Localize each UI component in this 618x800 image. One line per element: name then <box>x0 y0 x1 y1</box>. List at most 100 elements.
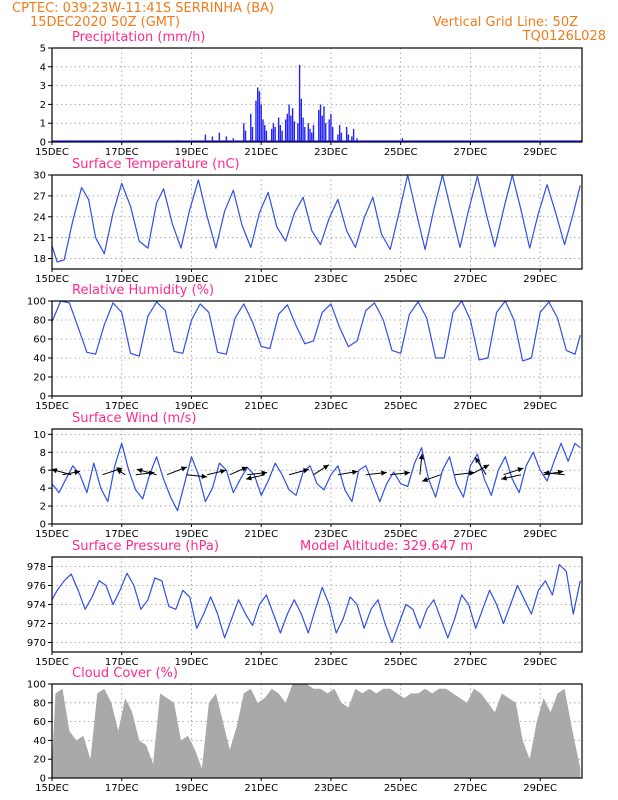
surface_temperature-line <box>51 174 581 263</box>
x-tick-label: 21DEC <box>244 401 278 412</box>
header-grid-note: Vertical Grid Line: 50Z <box>433 15 578 30</box>
precip-bar <box>318 110 320 142</box>
wind-vector <box>116 468 126 476</box>
x-tick-label: 19DEC <box>175 274 209 285</box>
y-tick-label: 27 <box>33 191 46 202</box>
wind-vector-head <box>74 469 81 475</box>
wind-vector <box>337 469 358 476</box>
panel-cloud_cover: 0 20 40 60 80 100 15DEC 17DEC 19DEC 21DEC 23DEC 25D… <box>27 666 583 794</box>
wind-vector <box>51 468 72 476</box>
y-tick-label: 4 <box>40 62 46 73</box>
y-tick-label: 0 <box>40 392 46 403</box>
x-tick-label: 15DEC <box>35 147 69 158</box>
precip-bar <box>401 138 404 142</box>
precip-bar <box>330 113 332 142</box>
wind-vector-head <box>116 469 123 475</box>
x-tick-label: 27DEC <box>454 657 488 668</box>
x-tick-label: 15DEC <box>35 657 69 668</box>
x-tick-label: 23DEC <box>314 783 348 794</box>
wind-vector-head <box>381 470 387 476</box>
precip-bar <box>300 98 303 142</box>
y-tick-label: 0 <box>40 138 46 149</box>
x-tick-label: 17DEC <box>105 529 139 540</box>
precip-bar <box>265 130 268 142</box>
x-tick-label: 25DEC <box>384 783 418 794</box>
precip-bar <box>270 128 273 142</box>
wind-vector-head <box>201 473 208 479</box>
precip-bar <box>225 136 228 142</box>
wind-vector-head <box>323 464 329 470</box>
wind-vector-head <box>261 470 268 476</box>
x-tick-label: 15DEC <box>35 274 69 285</box>
y-tick-label: 80 <box>33 698 46 709</box>
precip-bar <box>293 121 296 142</box>
wind-vector-head <box>557 469 564 475</box>
panel-relative_humidity: 0 20 40 60 80 100 15DEC 17DEC 19DEC 21DEC 23DEC 25D… <box>27 283 583 412</box>
wind-vector <box>454 470 475 476</box>
header-station: CPTEC: 039:23W-11:41S SERRINHA (BA) <box>12 1 274 16</box>
y-tick-label: 978 <box>27 562 46 573</box>
precip-bar <box>218 132 221 142</box>
panel-surface_wind: 0 2 4 6 8 10 15DEC 17DEC 19DEC 21DEC 23DEC 25DEC 27D… <box>33 411 583 540</box>
x-tick-label: 29DEC <box>523 401 557 412</box>
y-tick-label: 970 <box>27 638 46 649</box>
x-tick-label: 25DEC <box>384 401 418 412</box>
x-tick-label: 29DEC <box>523 529 557 540</box>
wind-vector-head <box>543 470 550 476</box>
wind-vector <box>136 468 157 476</box>
panel-surface_pressure: 970 972 974 976 978 15DEC 17DEC 19DEC 21DEC 23DEC… <box>27 539 583 668</box>
wind-vector <box>166 466 188 476</box>
panels: 0 1 2 3 4 5 15DEC 17DEC 19DEC 21DEC 23DEC 25DEC 27DE… <box>27 30 583 794</box>
precip-bar <box>274 126 276 142</box>
precip-bar <box>258 91 261 142</box>
y-tick-label: 18 <box>33 254 46 265</box>
precip-bar <box>351 136 353 142</box>
panel-title: Surface Wind (m/s) <box>72 411 196 426</box>
wind-vector <box>313 464 330 476</box>
precip-bar <box>297 123 299 142</box>
precip-bar <box>250 113 252 142</box>
cloud-cover-area <box>52 684 581 778</box>
wind-vector <box>390 470 411 476</box>
surface_pressure-line <box>51 564 581 644</box>
x-tick-label: 15DEC <box>35 783 69 794</box>
x-tick-label: 17DEC <box>105 274 139 285</box>
y-tick-label: 972 <box>27 619 46 630</box>
precip-bar <box>340 132 343 142</box>
wind-vector <box>186 473 208 479</box>
y-tick-label: 24 <box>33 212 46 223</box>
wind-vector <box>245 474 265 481</box>
wind-vector-head <box>220 469 226 475</box>
wind-vector-head <box>517 467 524 473</box>
x-tick-label: 25DEC <box>384 274 418 285</box>
y-tick-label: 20 <box>33 755 46 766</box>
x-tick-label: 19DEC <box>175 783 209 794</box>
header-model-id: TQ0126L028 <box>522 29 606 44</box>
precip-bar <box>257 87 259 142</box>
wind-vector <box>418 453 425 475</box>
x-tick-label: 29DEC <box>523 274 557 285</box>
x-tick-label: 27DEC <box>454 401 488 412</box>
precip-bar <box>291 108 294 142</box>
precip-bar <box>312 125 315 142</box>
panel-precipitation: 0 1 2 3 4 5 15DEC 17DEC 19DEC 21DEC 23DEC 25DEC 27DE… <box>35 30 583 158</box>
y-tick-label: 40 <box>33 354 46 365</box>
x-tick-label: 21DEC <box>244 274 278 285</box>
wind-vector-head <box>51 468 58 474</box>
panel-frame <box>51 683 583 779</box>
precip-bar <box>323 106 325 142</box>
y-tick-label: 100 <box>27 297 46 308</box>
x-tick-label: 21DEC <box>244 529 278 540</box>
wind-vector <box>207 469 226 476</box>
x-tick-label: 23DEC <box>314 274 348 285</box>
wind-vector <box>229 466 248 476</box>
y-tick-label: 60 <box>33 717 46 728</box>
surface_wind-line <box>51 442 581 512</box>
x-tick-label: 23DEC <box>314 529 348 540</box>
wind-vector-head <box>303 468 309 474</box>
y-tick-label: 40 <box>33 736 46 747</box>
panel-frame <box>51 174 583 270</box>
precip-bar <box>356 138 358 142</box>
y-tick-label: 5 <box>40 44 46 55</box>
precip-bar <box>319 104 322 142</box>
